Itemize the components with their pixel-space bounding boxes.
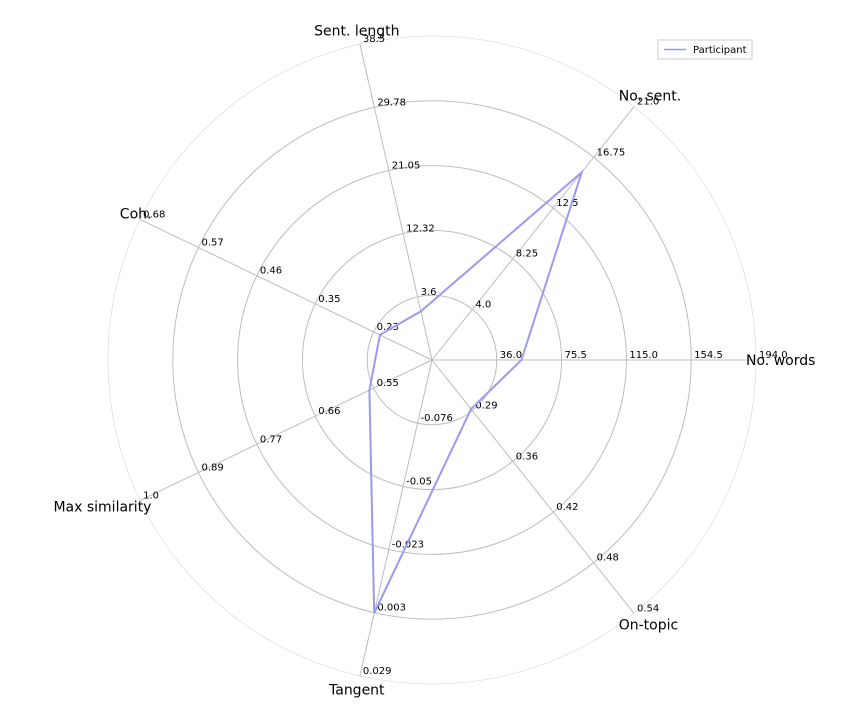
tick-label: 0.48	[597, 553, 619, 564]
tick-label: 21.0	[637, 97, 659, 108]
tick-label: -0.076	[421, 413, 453, 424]
tick-label: 0.54	[637, 603, 659, 614]
tick-label: 16.75	[597, 147, 626, 158]
axis-spoke	[431, 359, 635, 614]
axis-spoke	[359, 44, 433, 361]
axis-spoke	[139, 359, 433, 502]
tick-label: 0.66	[318, 406, 340, 417]
axis-label: No. sent.	[619, 89, 681, 105]
axis-spoke	[139, 218, 433, 361]
tick-label: -0.05	[406, 476, 432, 487]
tick-label: 75.5	[565, 350, 587, 361]
axis-label: Max similarity	[53, 500, 151, 516]
radar-series	[368, 169, 584, 614]
tick-label: 29.78	[377, 97, 406, 108]
radar-tick-labels: 36.0 75.5 115.0 154.5 194.0 4.0 8.25 12.5 16.75 2…	[143, 34, 788, 677]
tick-label: 8.25	[516, 249, 538, 260]
tick-label: 36.0	[500, 350, 522, 361]
tick-label: 38.5	[363, 34, 385, 45]
tick-label: 115.0	[629, 350, 658, 361]
tick-label: 154.5	[694, 350, 723, 361]
tick-label: 0.003	[377, 603, 406, 614]
series-participant-line	[368, 169, 584, 614]
tick-label: 194.0	[759, 350, 788, 361]
radar-axis-labels: No. words No. sent. Sent. length Coh. Max si…	[53, 23, 815, 698]
tick-label: 12.5	[556, 198, 578, 209]
axis-label: On-topic	[619, 617, 678, 633]
axis-label: No. words	[746, 353, 815, 369]
tick-label: 0.55	[377, 378, 399, 389]
radar-spokes	[139, 44, 756, 676]
tick-label: 0.029	[363, 666, 392, 677]
tick-label: 0.46	[260, 266, 282, 277]
tick-label: 0.29	[475, 401, 497, 412]
tick-label: 1.0	[143, 491, 159, 502]
tick-label: 12.32	[406, 224, 435, 235]
axis-label: Tangent	[328, 683, 385, 699]
axis-spoke	[359, 359, 433, 676]
tick-label: 21.05	[392, 160, 421, 171]
axis-label: Coh.	[120, 206, 152, 222]
legend-entry-participant: Participant	[693, 45, 747, 56]
legend: Participant	[657, 39, 753, 60]
tick-label: -0.023	[392, 540, 424, 551]
tick-label: 0.42	[556, 502, 578, 513]
tick-label: 0.57	[201, 238, 223, 249]
tick-label: 0.77	[260, 434, 282, 445]
tick-label: 0.68	[143, 209, 165, 220]
tick-label: 4.0	[475, 299, 491, 310]
tick-label: 0.36	[516, 451, 538, 462]
legend-frame	[657, 39, 753, 60]
tick-label: 0.23	[377, 322, 399, 333]
axis-spoke	[431, 106, 635, 361]
axis-label: Sent. length	[314, 23, 399, 39]
tick-label: 3.6	[421, 287, 437, 298]
tick-label: 0.89	[201, 462, 223, 473]
tick-label: 0.35	[318, 294, 340, 305]
